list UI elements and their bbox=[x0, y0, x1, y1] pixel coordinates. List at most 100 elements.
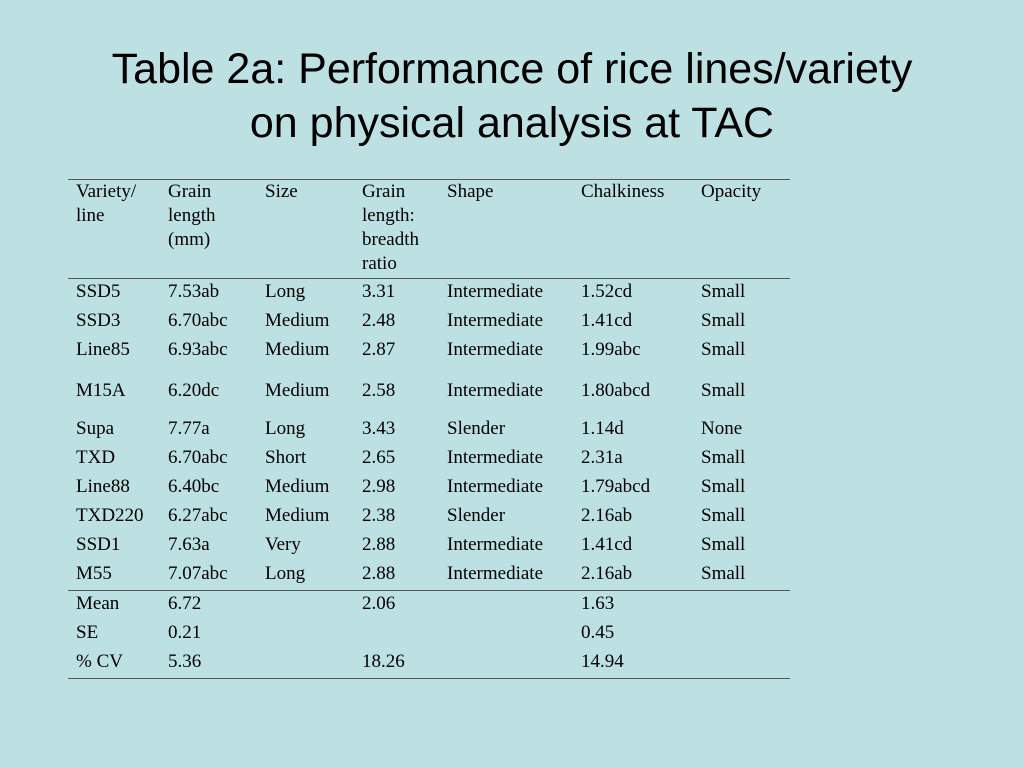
cell-shape: Intermediate bbox=[447, 380, 544, 401]
cell-shape: Intermediate bbox=[447, 563, 544, 584]
cell-chalkiness: 14.94 bbox=[581, 651, 624, 672]
cell-variety: Mean bbox=[76, 593, 120, 614]
table-row: SSD3 6.70abc Medium 2.48 Intermediate 1.41cd S… bbox=[68, 308, 790, 337]
cell-size: Medium bbox=[265, 476, 330, 497]
cell-grain-length: 6.20dc bbox=[168, 380, 220, 401]
cell-lb-ratio: 2.65 bbox=[362, 447, 396, 468]
cell-grain-length: 7.07abc bbox=[168, 563, 228, 584]
cell-variety: SE bbox=[76, 622, 99, 643]
cell-lb-ratio: 18.26 bbox=[362, 651, 405, 672]
cell-shape: Intermediate bbox=[447, 339, 544, 360]
cell-lb-ratio: 2.06 bbox=[362, 593, 396, 614]
cell-opacity: Small bbox=[701, 476, 746, 497]
cell-grain-length: 0.21 bbox=[168, 622, 202, 643]
cell-opacity bbox=[693, 620, 790, 649]
table-row: M55 7.07abc Long 2.88 Intermediate 2.16ab Smal… bbox=[68, 561, 790, 591]
cell-opacity bbox=[693, 591, 790, 621]
rice-performance-table: Variety/ line Grain length (mm) Size Gra… bbox=[68, 179, 790, 679]
slide-title: Table 2a: Performance of rice lines/vari… bbox=[0, 42, 1024, 150]
cell-lb-ratio bbox=[354, 620, 439, 649]
cell-variety: TXD bbox=[76, 447, 116, 468]
cell-grain-length: 6.93abc bbox=[168, 339, 228, 360]
cell-chalkiness: 2.16ab bbox=[581, 563, 633, 584]
cell-opacity: Small bbox=[701, 534, 746, 555]
cell-variety: TXD220 bbox=[76, 505, 144, 526]
cell-opacity bbox=[693, 649, 790, 679]
cell-shape: Intermediate bbox=[447, 476, 544, 497]
header-size: Size bbox=[265, 181, 298, 202]
cell-chalkiness: 0.45 bbox=[581, 622, 615, 643]
cell-shape: Intermediate bbox=[447, 310, 544, 331]
cell-chalkiness: 1.52cd bbox=[581, 281, 633, 302]
cell-grain-length: 7.53ab bbox=[168, 281, 220, 302]
cell-grain-length: 6.27abc bbox=[168, 505, 228, 526]
cell-chalkiness: 2.31a bbox=[581, 447, 623, 468]
title-line-1: Table 2a: Performance of rice lines/vari… bbox=[111, 45, 913, 93]
cell-opacity: None bbox=[701, 418, 743, 439]
cell-lb-ratio: 2.98 bbox=[362, 476, 396, 497]
cell-chalkiness: 1.99abc bbox=[581, 339, 641, 360]
cell-shape: Intermediate bbox=[447, 281, 544, 302]
table-row: SSD1 7.63a Very 2.88 Intermediate 1.41cd Small bbox=[68, 532, 790, 561]
cell-opacity: Small bbox=[701, 380, 746, 401]
header-chalkiness: Chalkiness bbox=[581, 181, 665, 202]
summary-row: % CV 5.36 18.26 14.94 bbox=[68, 649, 790, 679]
cell-lb-ratio: 2.88 bbox=[362, 563, 396, 584]
cell-shape: Intermediate bbox=[447, 534, 544, 555]
cell-opacity: Small bbox=[701, 310, 746, 331]
cell-size: Long bbox=[265, 281, 306, 302]
cell-chalkiness: 2.16ab bbox=[581, 505, 633, 526]
cell-variety: Line88 bbox=[76, 476, 130, 497]
cell-lb-ratio: 3.31 bbox=[362, 281, 396, 302]
header-length-breadth-ratio: Grain length: breadth ratio bbox=[362, 181, 419, 274]
cell-size bbox=[257, 620, 354, 649]
cell-lb-ratio: 2.87 bbox=[362, 339, 396, 360]
cell-grain-length: 7.77a bbox=[168, 418, 210, 439]
cell-variety: Line85 bbox=[76, 339, 130, 360]
title-line-2: on physical analysis at TAC bbox=[249, 99, 775, 147]
cell-size: Long bbox=[265, 418, 306, 439]
table-row: Line88 6.40bc Medium 2.98 Intermediate 1.79ab… bbox=[68, 474, 790, 503]
cell-chalkiness: 1.80abcd bbox=[581, 380, 651, 401]
cell-variety: SSD1 bbox=[76, 534, 121, 555]
cell-lb-ratio: 2.48 bbox=[362, 310, 396, 331]
cell-opacity: Small bbox=[701, 563, 746, 584]
cell-size: Medium bbox=[265, 505, 330, 526]
cell-size: Medium bbox=[265, 380, 330, 401]
table-row: SSD5 7.53ab Long 3.31 Intermediate 1.52cd Smal… bbox=[68, 279, 790, 309]
summary-row: SE 0.21 0.45 bbox=[68, 620, 790, 649]
cell-shape bbox=[439, 620, 573, 649]
cell-shape: Slender bbox=[447, 505, 506, 526]
cell-size bbox=[257, 591, 354, 621]
cell-chalkiness: 1.79abcd bbox=[581, 476, 651, 497]
cell-opacity: Small bbox=[701, 505, 746, 526]
cell-lb-ratio: 2.58 bbox=[362, 380, 396, 401]
cell-size: Medium bbox=[265, 339, 330, 360]
cell-variety: SSD5 bbox=[76, 281, 121, 302]
summary-row: Mean 6.72 2.06 1.63 bbox=[68, 591, 790, 621]
cell-grain-length: 6.40bc bbox=[168, 476, 220, 497]
cell-lb-ratio: 2.38 bbox=[362, 505, 396, 526]
cell-variety: % CV bbox=[76, 651, 123, 672]
cell-grain-length: 6.70abc bbox=[168, 447, 228, 468]
table-row: Line85 6.93abc Medium 2.87 Intermediate 1.99a… bbox=[68, 337, 790, 366]
header-opacity: Opacity bbox=[701, 181, 762, 202]
cell-opacity: Small bbox=[701, 339, 746, 360]
cell-grain-length: 6.70abc bbox=[168, 310, 228, 331]
cell-size: Very bbox=[265, 534, 301, 555]
cell-size: Long bbox=[265, 563, 306, 584]
header-row: Variety/ line Grain length (mm) Size Gra… bbox=[68, 179, 790, 279]
cell-variety: M55 bbox=[76, 563, 112, 584]
cell-grain-length: 7.63a bbox=[168, 534, 210, 555]
cell-shape: Intermediate bbox=[447, 447, 544, 468]
cell-chalkiness: 1.14d bbox=[581, 418, 624, 439]
header-variety-line: Variety/ line bbox=[76, 181, 137, 226]
cell-variety: SSD3 bbox=[76, 310, 121, 331]
cell-size: Short bbox=[265, 447, 307, 468]
cell-variety: M15A bbox=[76, 380, 126, 401]
table-row: TXD 6.70abc Short 2.65 Intermediate 2.31a Smal… bbox=[68, 445, 790, 474]
cell-lb-ratio: 2.88 bbox=[362, 534, 396, 555]
cell-chalkiness: 1.63 bbox=[581, 593, 615, 614]
table-row: Supa 7.77a Long 3.43 Slender 1.14d None bbox=[68, 416, 790, 445]
cell-opacity: Small bbox=[701, 447, 746, 468]
